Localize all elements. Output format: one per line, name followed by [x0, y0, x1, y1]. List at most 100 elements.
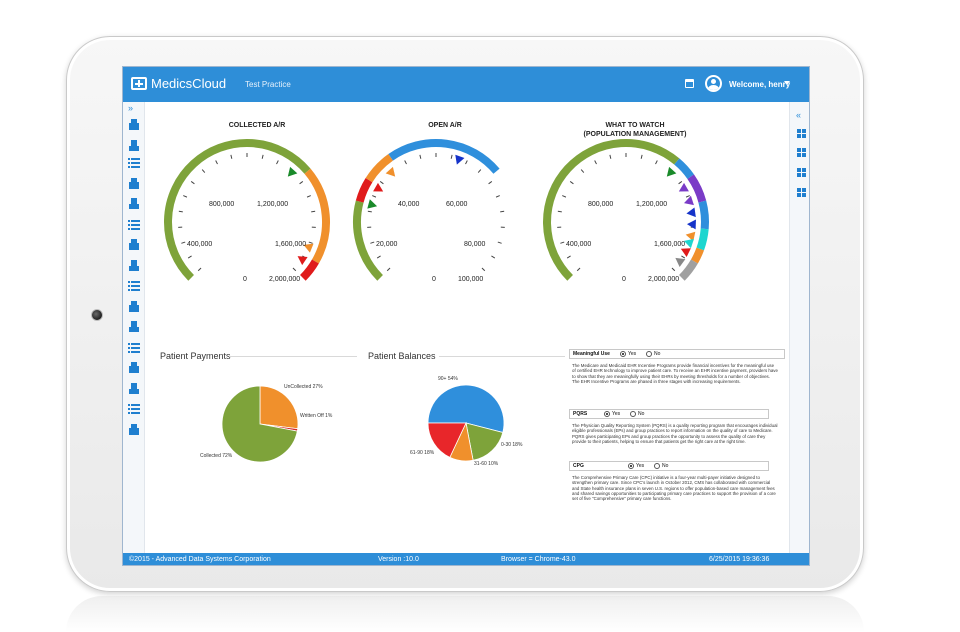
gauge-tick: [685, 195, 690, 198]
hospital-icon[interactable]: [128, 219, 140, 230]
user-avatar-icon[interactable]: [705, 75, 722, 92]
group-icon[interactable]: [128, 424, 140, 435]
transfer-icon[interactable]: [128, 198, 140, 209]
settings-icon[interactable]: [797, 148, 807, 157]
expand-sidebar-icon[interactable]: »: [128, 103, 134, 113]
dashboard-icon[interactable]: [797, 129, 807, 138]
gauge-tick: [560, 241, 565, 244]
gauge-tick: [497, 241, 502, 244]
gauge-tick: [557, 210, 562, 213]
gauge-tick: [681, 255, 686, 259]
gauge-tick: [311, 210, 316, 213]
gauge-tick: [655, 160, 658, 165]
family-icon[interactable]: [128, 403, 140, 414]
wheelchair-icon[interactable]: [128, 362, 140, 373]
users-icon[interactable]: [128, 321, 140, 332]
chevron-down-icon[interactable]: [784, 81, 790, 85]
pqrs-no-label: No: [638, 411, 645, 417]
gauge-band: [388, 139, 500, 174]
gauge-tick: [187, 255, 192, 259]
calendar-icon[interactable]: [685, 79, 694, 88]
gauge-tick: [465, 160, 468, 165]
gauge-title-collected-ar: COLLECTED A/R: [228, 122, 286, 129]
gauge-tick: [276, 160, 279, 165]
pqrs-no-radio[interactable]: [630, 411, 636, 417]
pie-label-90-plus: 90+ 54%: [438, 376, 458, 382]
gauge-label: 1,200,000: [257, 201, 289, 208]
gauge-label: 20,000: [376, 241, 398, 248]
gauge-tick: [376, 255, 381, 259]
gauge-pointer: [373, 182, 384, 192]
gauges-area: [164, 139, 709, 281]
balances-divider: [439, 356, 565, 357]
gauge-pointer: [685, 231, 696, 242]
pie-label-31-60: 31-60 10%: [474, 461, 499, 467]
gauge-label: 80,000: [464, 241, 486, 248]
gauge-tick: [183, 195, 188, 198]
billing-icon[interactable]: [128, 239, 140, 250]
gauge-tick: [230, 154, 233, 159]
meaningful-use-yes-radio[interactable]: [620, 351, 626, 357]
gauge-band: [543, 139, 680, 281]
gauge-pointer: [675, 257, 686, 267]
history-icon[interactable]: [128, 178, 140, 189]
gauge-title-population-management: WHAT TO WATCH (POPULATION MANAGEMENT): [583, 122, 687, 138]
footer-browser: Browser = Chrome-43.0: [501, 556, 576, 563]
document-icon[interactable]: [128, 342, 140, 353]
cpg-no-radio[interactable]: [654, 463, 660, 469]
gauge-tick: [292, 267, 297, 272]
book-icon[interactable]: [797, 188, 807, 197]
collapse-sidebar-icon[interactable]: «: [796, 110, 802, 120]
gauge-2: [543, 139, 709, 281]
gauge-pointer: [678, 182, 689, 192]
meaningful-use-no-label: No: [654, 351, 661, 357]
edit-icon[interactable]: [128, 301, 140, 312]
gauge-tick: [308, 241, 313, 244]
pqrs-description: The Physician Quality Reporting System (…: [572, 423, 778, 444]
practice-name[interactable]: Test Practice: [245, 80, 291, 89]
gauge-tick: [370, 241, 375, 244]
gauge-tick: [594, 160, 597, 165]
gauge-pointer: [666, 166, 677, 177]
footer-copyright: ©2015 - Advanced Data Systems Corporatio…: [129, 556, 271, 563]
camera-icon: [91, 309, 103, 321]
gauge-tick: [306, 195, 311, 198]
balances-slice-1[interactable]: [465, 422, 504, 461]
patient-balances-title: Patient Balances: [368, 351, 436, 361]
right-sidebar: «: [789, 102, 809, 553]
gauge-pointer: [684, 195, 694, 206]
person-icon[interactable]: [128, 383, 140, 394]
payments-slice-2[interactable]: [221, 385, 298, 463]
payments-slice-0[interactable]: [259, 385, 299, 430]
cpg-yes-radio[interactable]: [628, 463, 634, 469]
gauge-label: 400,000: [187, 241, 213, 248]
cpg-no-label: No: [662, 463, 669, 469]
cpg-header: CPG Yes No: [569, 461, 769, 471]
meaningful-use-no-radio[interactable]: [646, 351, 652, 357]
meaningful-use-description: The Medicare and Medicaid EHR Incentive …: [572, 363, 778, 384]
gauge-tick: [488, 181, 493, 185]
programs-panel: Meaningful Use Yes No The Medicare and M…: [569, 349, 787, 523]
balances-slice-0[interactable]: [427, 384, 505, 433]
gauge-title-open-ar: OPEN A/R: [428, 122, 462, 129]
gauge-label: 0: [432, 276, 436, 283]
wrench-icon[interactable]: [797, 168, 807, 177]
pqrs-header: PQRS Yes No: [569, 409, 769, 419]
gauge-tick: [181, 241, 186, 244]
pills-icon[interactable]: [128, 280, 140, 291]
list-icon[interactable]: [128, 157, 140, 168]
gauge-label: 400,000: [566, 241, 592, 248]
tools-icon[interactable]: [128, 260, 140, 271]
gauge-band: [365, 154, 394, 183]
home-icon[interactable]: [128, 119, 140, 130]
balances-slice-3[interactable]: [427, 422, 467, 458]
welcome-user-menu[interactable]: Welcome, henry: [729, 80, 791, 89]
pie-label-written-off: Written Off 1%: [300, 413, 333, 419]
user-icon[interactable]: [128, 140, 140, 151]
gauge-label: 800,000: [588, 201, 614, 208]
gauge-tick: [404, 160, 407, 165]
gauge-tick: [450, 154, 453, 159]
pqrs-yes-radio[interactable]: [604, 411, 610, 417]
gauge-pointer: [684, 238, 694, 249]
gauge-tick: [566, 255, 571, 259]
